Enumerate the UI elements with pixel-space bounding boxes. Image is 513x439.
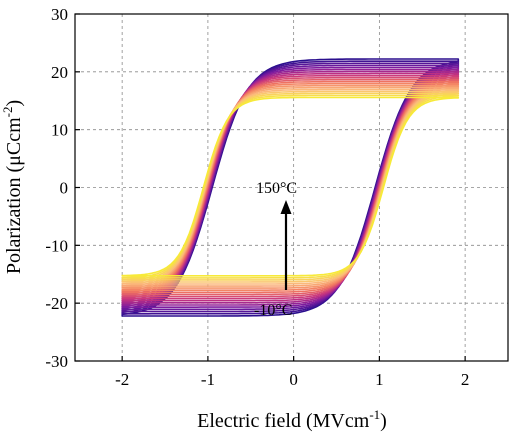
annotation-minus10c: -10°C (254, 302, 292, 319)
x-tick-label: 2 (461, 370, 470, 389)
y-tick-label: 10 (51, 121, 68, 140)
y-axis-title: Polarization (μCcm-2) (0, 100, 25, 274)
x-axis-title: Electric field (MVcm-1) (197, 407, 387, 432)
x-tick-label: 0 (289, 370, 298, 389)
y-tick-label: 30 (51, 5, 68, 24)
annotation-150c: 150°C (256, 180, 297, 197)
y-tick-label: 0 (60, 179, 69, 198)
x-tick-label: -2 (115, 370, 129, 389)
hysteresis-loops (121, 58, 460, 317)
axis-ticks (75, 13, 466, 362)
x-tick-label: 1 (375, 370, 384, 389)
y-tick-label: -10 (45, 236, 68, 255)
x-tick-label: -1 (201, 370, 215, 389)
y-tick-label: -30 (45, 352, 68, 371)
x-tick-labels: -2 -1 0 1 2 (115, 370, 469, 389)
y-tick-label: 20 (51, 63, 68, 82)
hysteresis-loop (121, 96, 460, 277)
y-tick-label: -20 (45, 294, 68, 313)
y-tick-labels: -30 -20 -10 0 10 20 30 (45, 5, 68, 371)
temperature-arrow-head (280, 200, 292, 214)
